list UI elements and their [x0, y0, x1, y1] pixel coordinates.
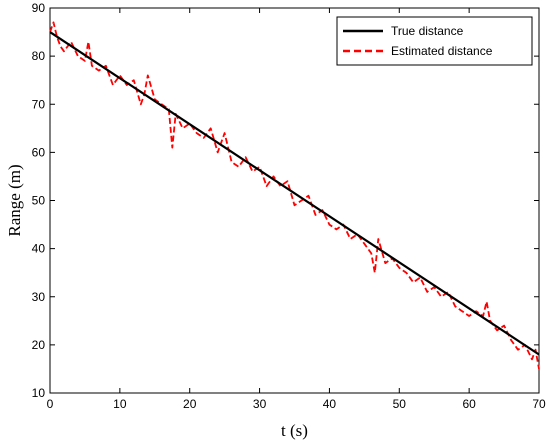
- series-true-distance-line: [49, 31, 540, 356]
- y-tick-label: 90: [32, 1, 46, 15]
- y-tick-label: 20: [32, 338, 46, 352]
- legend-box: [336, 16, 533, 66]
- legend-label-true-distance: True distance: [391, 24, 464, 38]
- y-tick-label: 10: [32, 386, 46, 400]
- x-tick-label: 20: [183, 397, 197, 411]
- y-axis-title: Range (m): [5, 164, 24, 236]
- y-tick-label: 40: [32, 242, 46, 256]
- x-tick-label: 10: [113, 397, 127, 411]
- y-tick-label: 70: [32, 97, 46, 111]
- x-tick-label: 40: [323, 397, 337, 411]
- x-tick-label: 60: [462, 397, 476, 411]
- y-tick-label: 80: [32, 49, 46, 63]
- series-estimated-distance-line: [49, 21, 540, 370]
- y-tick-label: 30: [32, 290, 46, 304]
- y-axis: 10 20 30 40 50 60 70 80 90: [32, 1, 539, 400]
- x-tick-label: 0: [47, 397, 54, 411]
- y-tick-label: 50: [32, 194, 46, 208]
- x-tick-label: 30: [253, 397, 267, 411]
- legend-label-estimated-distance: Estimated distance: [391, 44, 493, 58]
- legend: True distance Estimated distance: [336, 16, 533, 66]
- x-axis: 0 10 20 30 40 50 60 70: [47, 8, 546, 411]
- x-tick-label: 50: [393, 397, 407, 411]
- series-layer: [49, 21, 540, 370]
- y-tick-label: 60: [32, 145, 46, 159]
- x-tick-label: 70: [532, 397, 546, 411]
- plot-area: [49, 7, 540, 394]
- x-axis-title: t (s): [281, 421, 308, 440]
